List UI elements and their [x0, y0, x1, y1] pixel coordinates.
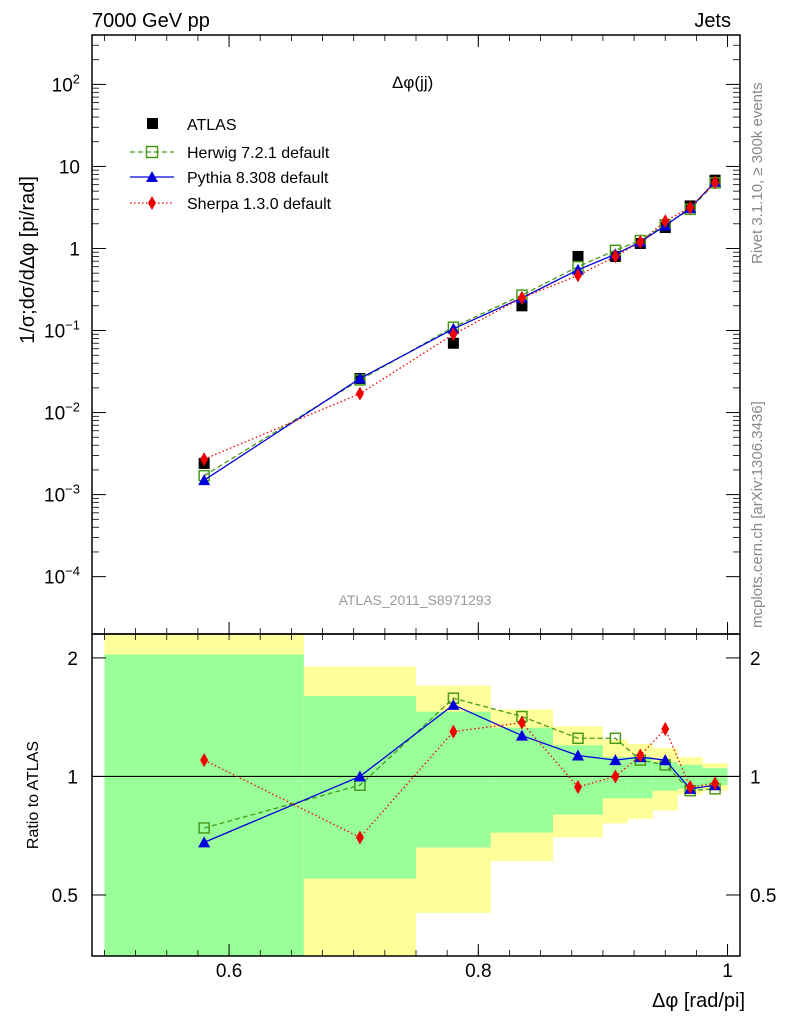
legend: ATLAS Herwig 7.2.1 default Pythia 8.308 … — [130, 117, 332, 213]
main-point-sherpa-8 — [686, 200, 695, 215]
main-point-sherpa-9 — [711, 175, 720, 190]
legend-sherpa: Sherpa 1.3.0 default — [130, 196, 332, 213]
ratio-point-herwig-5 — [609, 732, 622, 745]
ratio-point-herwig-4 — [572, 732, 584, 745]
band-inner-3 — [490, 727, 554, 833]
legend-atlas: ATLAS — [147, 117, 237, 134]
side-rivet: Rivet 3.1.10, ≥ 300k events — [749, 82, 766, 264]
ratio-y-tick-label-2: 0.5 — [52, 886, 78, 907]
ratio-point-pythia-2 — [447, 698, 460, 710]
ratio-point-sherpa-7 — [661, 721, 670, 736]
ratio-y-tick-label-right-2: 0.5 — [750, 886, 776, 907]
main-line-herwig — [203, 182, 716, 477]
ratio-point-pythia-7 — [659, 754, 672, 766]
band-inner-6 — [627, 757, 653, 799]
ratio-point-sherpa-1 — [355, 830, 364, 845]
main-y-tick-label-5: 10−3 — [44, 482, 80, 507]
ratio-y-tick-label-1: 1 — [67, 767, 78, 788]
main-point-atlas-3 — [516, 300, 528, 312]
ratio-line-pythia — [203, 704, 716, 844]
legend-pythia-marker — [146, 171, 158, 182]
main-y-tick-label-6: 10−4 — [44, 564, 80, 589]
xlabel: Δφ [rad/pi] — [652, 990, 745, 1012]
x-tick-label-2: 1 — [722, 961, 733, 982]
ratio-point-pythia-3 — [515, 729, 528, 741]
ratio-point-sherpa-9 — [711, 776, 720, 791]
ratio-point-pythia-0 — [198, 836, 211, 848]
watermark: ATLAS_2011_S8971293 — [339, 592, 492, 608]
main-y-tick-label-2: 1 — [69, 239, 80, 260]
band-inner-0 — [104, 654, 304, 956]
legend-pythia: Pythia 8.308 default — [130, 170, 329, 187]
legend-sherpa-label: Sherpa 1.3.0 default — [187, 196, 332, 213]
legend-atlas-marker — [147, 118, 158, 129]
main-point-sherpa-0 — [200, 452, 209, 467]
x-tick-label-0: 0.6 — [216, 961, 242, 982]
axis-ticks: 0.6 0.8 1 102 10 1 10−1 10−2 10−3 10−4 2 2 1 1 0.5 0.5 — [44, 34, 776, 982]
plot-title: Δφ(jj) — [392, 73, 433, 92]
ratio-point-pythia-1 — [353, 770, 366, 782]
legend-atlas-label: ATLAS — [187, 117, 237, 134]
ratio-plot — [92, 692, 740, 848]
main-point-atlas-2 — [447, 337, 459, 349]
ratio-point-sherpa-2 — [449, 724, 458, 739]
main-line-sherpa — [203, 181, 716, 460]
main-point-pythia-0 — [198, 474, 211, 486]
main-point-sherpa-6 — [636, 234, 645, 249]
main-point-pythia-1 — [353, 372, 366, 384]
legend-pythia-label: Pythia 8.308 default — [187, 170, 329, 187]
main-point-atlas-4 — [572, 250, 584, 262]
main-y-tick-label-0: 102 — [52, 71, 80, 96]
main-y-tick-label-1: 10 — [59, 157, 80, 178]
ratio-point-sherpa-6 — [636, 748, 645, 763]
band-inner-1 — [303, 696, 416, 879]
ratio-y-tick-label-right-0: 2 — [750, 649, 761, 670]
ratio-point-sherpa-8 — [686, 780, 695, 795]
ratio-uncertainty-bands — [104, 634, 728, 956]
ylabel-top: 1/σ;dσ/dΔφ [pi/rad] — [17, 176, 39, 344]
main-y-tick-label-3: 10−1 — [44, 318, 80, 343]
ratio-y-tick-label-0: 2 — [67, 649, 78, 670]
legend-herwig-marker — [145, 145, 159, 159]
ratio-line-herwig — [203, 697, 716, 829]
main-point-sherpa-7 — [661, 214, 670, 229]
ratio-point-herwig-0 — [198, 822, 210, 834]
ratio-point-pythia-4 — [572, 749, 584, 761]
ratio-line-sherpa — [203, 721, 716, 839]
ratio-point-sherpa-3 — [517, 715, 526, 730]
side-mcplots: mcplots.cern.ch [arXiv:1306.3436] — [749, 401, 766, 628]
x-tick-label-1: 0.8 — [465, 961, 491, 982]
ratio-y-tick-label-right-1: 1 — [750, 767, 761, 788]
legend-sherpa-marker — [148, 196, 156, 210]
header-right: Jets — [694, 10, 731, 32]
main-point-sherpa-1 — [355, 386, 364, 401]
ratio-frame — [91, 633, 741, 957]
main-point-sherpa-4 — [574, 268, 582, 283]
main-y-tick-label-4: 10−2 — [44, 400, 80, 425]
main-point-sherpa-3 — [517, 290, 526, 305]
ratio-point-sherpa-5 — [611, 769, 620, 784]
header-left: 7000 GeV pp — [92, 10, 210, 32]
main-line-pythia — [203, 181, 716, 481]
legend-herwig-label: Herwig 7.2.1 default — [187, 145, 330, 162]
ratio-point-sherpa-0 — [200, 753, 209, 768]
main-point-sherpa-2 — [449, 327, 458, 342]
ratio-point-sherpa-4 — [574, 780, 582, 795]
legend-herwig: Herwig 7.2.1 default — [130, 145, 330, 162]
ylabel-bottom: Ratio to ATLAS — [25, 741, 42, 849]
main-plot — [198, 174, 722, 486]
ratio-point-pythia-5 — [609, 754, 622, 766]
main-point-sherpa-5 — [611, 249, 620, 264]
